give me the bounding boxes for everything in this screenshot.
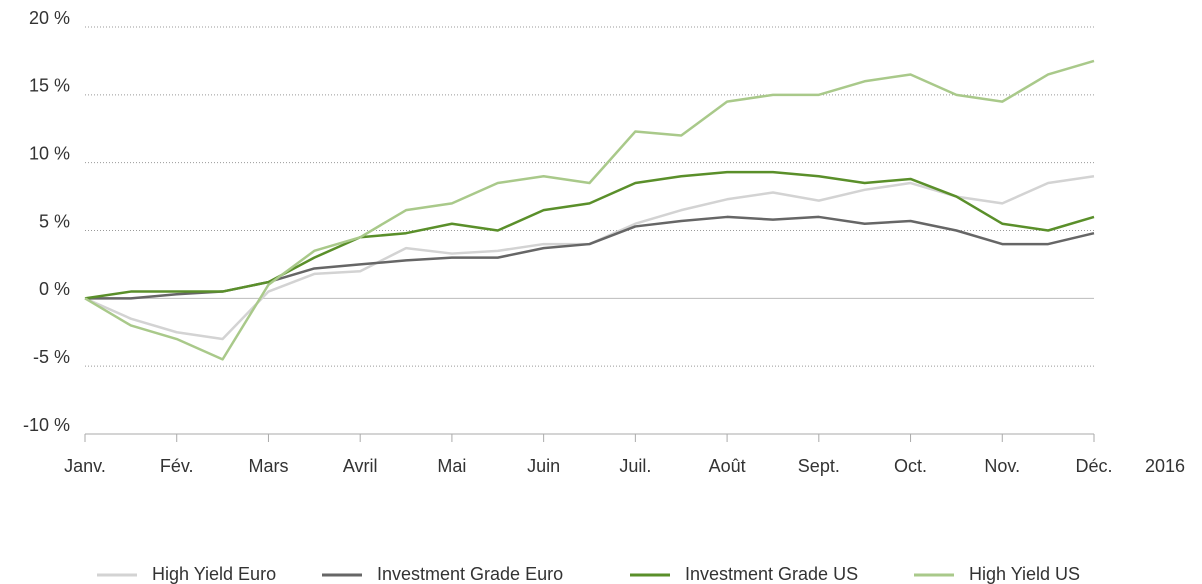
x-tick-label: Fév. <box>160 456 194 476</box>
series-line <box>84 170 1095 300</box>
x-tick-label: Avril <box>343 456 378 476</box>
year-annotation: 2016 <box>1145 456 1185 476</box>
x-tick-label: Juil. <box>619 456 651 476</box>
y-tick-label: -5 % <box>33 347 70 367</box>
y-tick-label: 5 % <box>39 211 70 231</box>
y-tick-label: -10 % <box>23 415 70 435</box>
y-tick-label: 10 % <box>29 143 70 163</box>
legend-label: Investment Grade Euro <box>377 564 563 584</box>
series-line <box>84 174 1095 341</box>
y-tick-label: 0 % <box>39 279 70 299</box>
x-tick-label: Sept. <box>798 456 840 476</box>
legend-label: High Yield US <box>969 564 1080 584</box>
legend-label: Investment Grade US <box>685 564 858 584</box>
x-tick-label: Déc. <box>1075 456 1112 476</box>
x-tick-label: Juin <box>527 456 560 476</box>
y-tick-label: 15 % <box>29 76 70 96</box>
x-tick-label: Août <box>709 456 746 476</box>
x-tick-label: Nov. <box>984 456 1020 476</box>
legend-label: High Yield Euro <box>152 564 276 584</box>
x-tick-label: Mars <box>248 456 288 476</box>
series-line <box>85 215 1095 300</box>
series-line <box>84 59 1095 361</box>
y-tick-label: 20 % <box>29 8 70 28</box>
x-tick-label: Oct. <box>894 456 927 476</box>
x-tick-label: Janv. <box>64 456 106 476</box>
x-tick-label: Mai <box>437 456 466 476</box>
